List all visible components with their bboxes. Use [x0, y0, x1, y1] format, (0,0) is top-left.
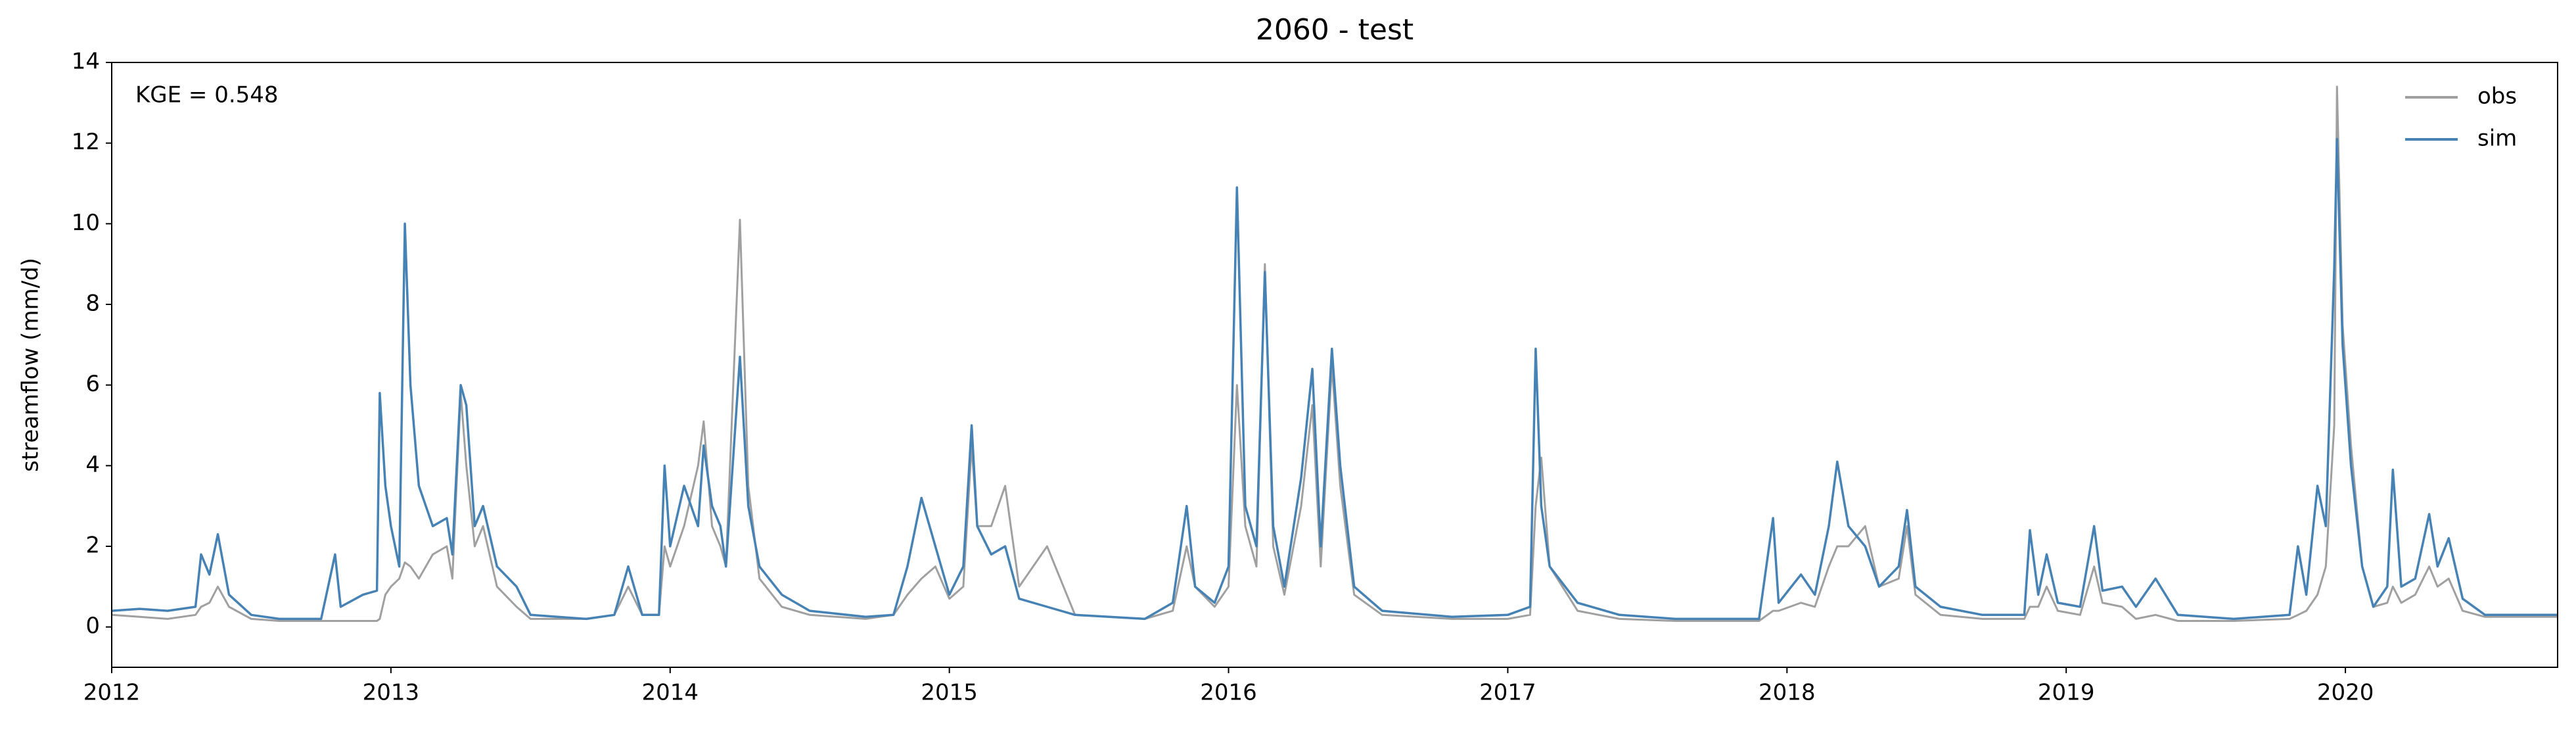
y-tick-label: 8 [85, 291, 100, 317]
x-tick-label: 2012 [83, 680, 141, 706]
y-tick-label: 2 [85, 533, 100, 559]
x-tick-label: 2019 [2038, 680, 2095, 706]
chart-title: 2060 - test [1256, 13, 1414, 47]
y-tick-label: 12 [72, 129, 100, 155]
x-tick-label: 2017 [1479, 680, 1536, 706]
legend-label: sim [2477, 126, 2517, 152]
y-tick-label: 14 [72, 49, 100, 75]
x-tick-label: 2015 [921, 680, 978, 706]
x-tick-label: 2013 [363, 680, 420, 706]
y-tick-label: 4 [85, 452, 100, 478]
legend-label: obs [2477, 83, 2517, 110]
x-tick-label: 2020 [2317, 680, 2374, 706]
y-axis-label: streamflow (mm/d) [18, 258, 44, 472]
series-line [111, 137, 2558, 621]
annotation: KGE = 0.548 [135, 82, 279, 108]
series-line [111, 85, 2558, 622]
x-tick-label: 2018 [1759, 680, 1816, 706]
y-tick-label: 10 [72, 210, 100, 236]
y-tick-label: 6 [85, 371, 100, 397]
plot-frame [111, 62, 2558, 668]
y-tick-label: 0 [85, 613, 100, 639]
x-tick-label: 2014 [642, 680, 699, 706]
x-tick-label: 2016 [1200, 680, 1257, 706]
